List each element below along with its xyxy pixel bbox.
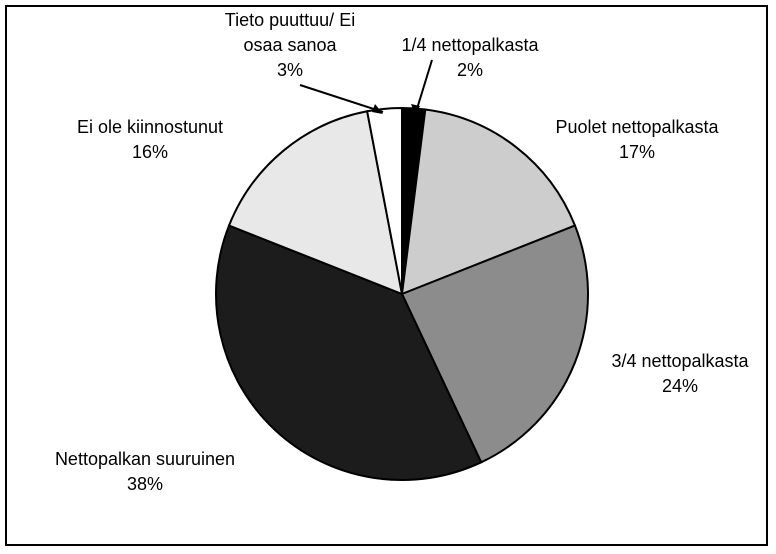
category-name: Tieto puuttuu/ Ei osaa sanoa [224, 10, 356, 55]
value-label: 24% [661, 376, 699, 396]
slice-label: Tieto puuttuu/ Ei osaa sanoa 3% [215, 8, 365, 83]
value-label: 2% [456, 60, 483, 80]
slice-label: 1/4 nettopalkasta 2% [370, 33, 570, 83]
category-name: 3/4 nettopalkasta [611, 351, 749, 371]
arrow-head [411, 104, 420, 115]
category-name: Puolet nettopalkasta [555, 117, 719, 137]
slice-label: Puolet nettopalkasta 17% [517, 115, 757, 165]
leader-line [415, 59, 433, 113]
slice-label: Nettopalkan suuruinen 38% [5, 447, 285, 497]
pie-slice [400, 224, 589, 464]
value-label: 3% [276, 60, 303, 80]
pie-slice [215, 224, 483, 481]
value-label: 38% [126, 474, 164, 494]
value-label: 16% [131, 142, 169, 162]
value-label: 17% [618, 142, 656, 162]
slices [215, 106, 589, 481]
slice-label: 3/4 nettopalkasta 24% [560, 349, 776, 399]
category-name: Ei ole kiinnostunut [76, 117, 224, 137]
category-name: Nettopalkan suuruinen [54, 449, 236, 469]
slice-label: Ei ole kiinnostunut 16% [30, 115, 270, 165]
chart-frame [5, 5, 768, 546]
pie-slice [227, 110, 404, 296]
arrow-head [372, 104, 383, 114]
pie-slice [365, 106, 403, 295]
pie-slice [400, 108, 577, 296]
leader-line [299, 84, 384, 113]
category-name: 1/4 nettopalkasta [401, 35, 539, 55]
